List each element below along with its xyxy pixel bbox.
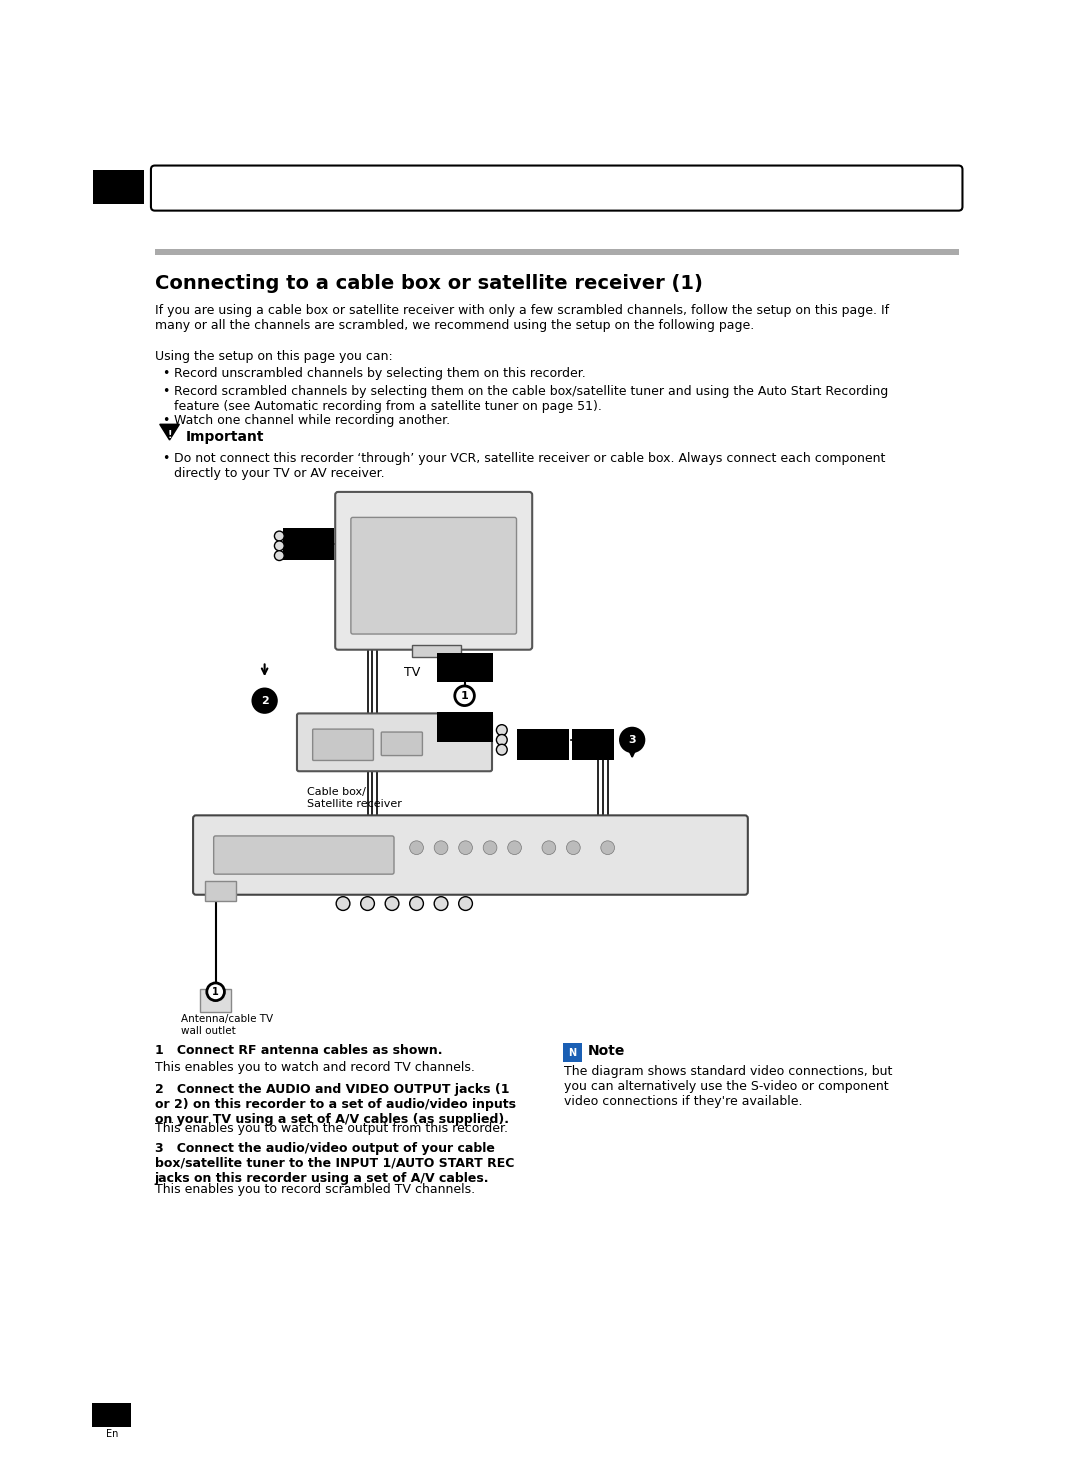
FancyBboxPatch shape	[92, 1403, 132, 1427]
Circle shape	[434, 897, 448, 910]
Circle shape	[497, 725, 508, 735]
FancyBboxPatch shape	[214, 835, 394, 873]
Circle shape	[274, 540, 284, 550]
Text: •: •	[162, 385, 170, 398]
FancyBboxPatch shape	[200, 989, 231, 1013]
Text: Record unscrambled channels by selecting them on this recorder.: Record unscrambled channels by selecting…	[175, 367, 586, 380]
Text: Record scrambled channels by selecting them on the cable box/satellite tuner and: Record scrambled channels by selecting t…	[175, 385, 889, 413]
FancyBboxPatch shape	[335, 492, 532, 650]
Circle shape	[455, 686, 474, 706]
Circle shape	[336, 897, 350, 910]
Circle shape	[600, 841, 615, 854]
Text: N: N	[568, 1048, 577, 1057]
Circle shape	[386, 897, 399, 910]
Circle shape	[620, 728, 644, 752]
Circle shape	[409, 841, 423, 854]
Text: This enables you to watch and record TV channels.: This enables you to watch and record TV …	[154, 1061, 475, 1075]
Circle shape	[508, 841, 522, 854]
Circle shape	[459, 841, 472, 854]
Circle shape	[497, 744, 508, 755]
FancyBboxPatch shape	[437, 653, 492, 683]
Text: Note: Note	[589, 1044, 625, 1058]
Text: If you are using a cable box or satellite receiver with only a few scrambled cha: If you are using a cable box or satellit…	[154, 304, 889, 332]
FancyBboxPatch shape	[516, 730, 569, 760]
Text: TV: TV	[404, 666, 420, 680]
FancyBboxPatch shape	[381, 733, 422, 756]
Text: Using the setup on this page you can:: Using the setup on this page you can:	[154, 349, 393, 363]
Text: This enables you to record scrambled TV channels.: This enables you to record scrambled TV …	[154, 1183, 475, 1196]
Text: A/V
OUT: A/V OUT	[582, 746, 604, 765]
Text: Connecting to a cable box or satellite receiver (1): Connecting to a cable box or satellite r…	[154, 275, 703, 294]
Text: Antenna/cable TV
wall outlet: Antenna/cable TV wall outlet	[181, 1014, 273, 1036]
Text: Cable box/
Satellite receiver: Cable box/ Satellite receiver	[307, 787, 402, 809]
FancyBboxPatch shape	[93, 170, 144, 204]
Text: 2: 2	[260, 696, 269, 706]
Circle shape	[361, 897, 375, 910]
Bar	[411, 644, 461, 656]
Circle shape	[253, 688, 276, 712]
FancyBboxPatch shape	[312, 730, 374, 760]
FancyBboxPatch shape	[437, 712, 492, 741]
Polygon shape	[160, 424, 179, 440]
Text: 2   Connect the AUDIO and VIDEO OUTPUT jacks (1
or 2) on this recorder to a set : 2 Connect the AUDIO and VIDEO OUTPUT jac…	[154, 1083, 516, 1126]
Text: 02: 02	[107, 181, 131, 198]
Text: 3   Connect the audio/video output of your cable
box/satellite tuner to the INPU: 3 Connect the audio/video output of your…	[154, 1142, 514, 1185]
FancyBboxPatch shape	[572, 730, 613, 760]
Text: •: •	[162, 367, 170, 380]
Text: VHF/UHF
IN: VHF/UHF IN	[442, 662, 487, 681]
Circle shape	[274, 531, 284, 540]
Text: This enables you to watch the output from this recorder.: This enables you to watch the output fro…	[154, 1122, 508, 1135]
Circle shape	[274, 550, 284, 561]
Circle shape	[459, 897, 472, 910]
FancyBboxPatch shape	[283, 528, 334, 559]
Text: 1: 1	[461, 691, 469, 700]
Text: !: !	[167, 430, 172, 440]
Text: Watch one channel while recording another.: Watch one channel while recording anothe…	[175, 414, 450, 427]
Text: •: •	[162, 452, 170, 465]
Circle shape	[497, 734, 508, 746]
Text: 1: 1	[213, 986, 219, 997]
Text: En: En	[106, 1428, 118, 1439]
Text: A/V
IN 1: A/V IN 1	[298, 546, 320, 568]
Text: VHF/UHF
IN: VHF/UHF IN	[521, 746, 566, 765]
FancyBboxPatch shape	[297, 713, 492, 771]
Text: The diagram shows standard video connections, but
you can alternatively use the : The diagram shows standard video connect…	[564, 1066, 892, 1108]
Text: Important: Important	[186, 430, 265, 445]
Circle shape	[206, 984, 225, 1001]
Text: 16: 16	[102, 1414, 121, 1428]
FancyBboxPatch shape	[351, 517, 516, 634]
Bar	[154, 250, 959, 255]
Text: Connecting up: Connecting up	[172, 181, 318, 198]
FancyBboxPatch shape	[563, 1042, 582, 1063]
Circle shape	[567, 841, 580, 854]
Circle shape	[434, 841, 448, 854]
Text: Do not connect this recorder ‘through’ your VCR, satellite receiver or cable box: Do not connect this recorder ‘through’ y…	[175, 452, 886, 480]
Circle shape	[409, 897, 423, 910]
Text: 1   Connect RF antenna cables as shown.: 1 Connect RF antenna cables as shown.	[154, 1044, 443, 1057]
Text: 3: 3	[629, 735, 636, 744]
Circle shape	[542, 841, 556, 854]
Text: VHF/UHF
OUT: VHF/UHF OUT	[442, 713, 487, 733]
FancyBboxPatch shape	[193, 815, 747, 894]
Circle shape	[483, 841, 497, 854]
FancyBboxPatch shape	[151, 166, 962, 210]
Text: •: •	[162, 414, 170, 427]
FancyBboxPatch shape	[205, 881, 237, 901]
